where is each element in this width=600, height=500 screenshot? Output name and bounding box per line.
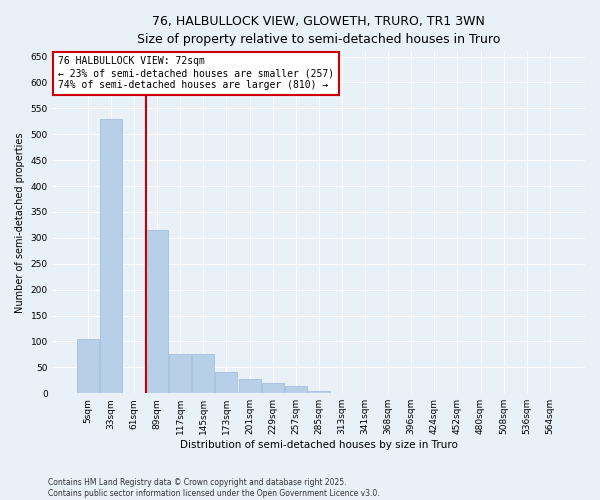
Text: 76 HALBULLOCK VIEW: 72sqm
← 23% of semi-detached houses are smaller (257)
74% of: 76 HALBULLOCK VIEW: 72sqm ← 23% of semi-… bbox=[58, 56, 334, 90]
X-axis label: Distribution of semi-detached houses by size in Truro: Distribution of semi-detached houses by … bbox=[180, 440, 458, 450]
Bar bbox=[100, 118, 122, 393]
Bar bbox=[193, 354, 214, 393]
Bar bbox=[308, 390, 330, 393]
Text: Contains HM Land Registry data © Crown copyright and database right 2025.
Contai: Contains HM Land Registry data © Crown c… bbox=[48, 478, 380, 498]
Bar bbox=[262, 383, 284, 393]
Bar bbox=[169, 354, 191, 393]
Bar bbox=[77, 339, 99, 393]
Title: 76, HALBULLOCK VIEW, GLOWETH, TRURO, TR1 3WN
Size of property relative to semi-d: 76, HALBULLOCK VIEW, GLOWETH, TRURO, TR1… bbox=[137, 15, 500, 46]
Bar bbox=[146, 230, 168, 393]
Y-axis label: Number of semi-detached properties: Number of semi-detached properties bbox=[15, 132, 25, 312]
Bar bbox=[285, 386, 307, 393]
Bar bbox=[239, 378, 260, 393]
Bar bbox=[215, 372, 238, 393]
